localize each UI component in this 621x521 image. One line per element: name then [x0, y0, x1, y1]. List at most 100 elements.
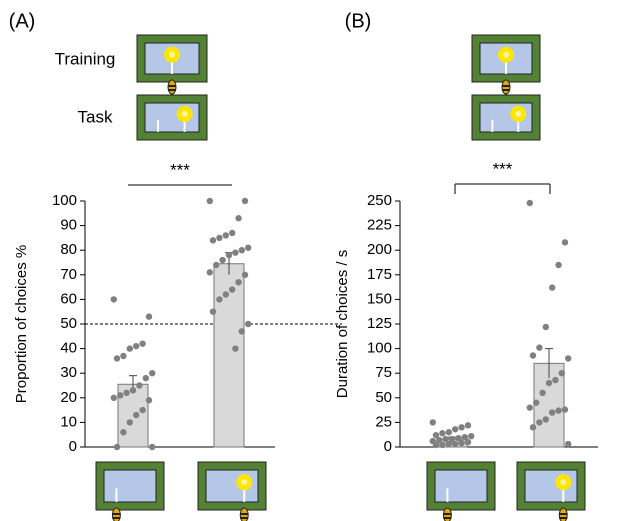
data-point: [209, 237, 217, 244]
y-tick-label: 20: [60, 389, 77, 406]
data-point: [123, 389, 130, 397]
data-point: [245, 244, 252, 251]
significance: ***: [493, 159, 513, 178]
panel-label: (A): [9, 10, 36, 32]
data-point: [545, 379, 553, 387]
data-point: [225, 251, 233, 259]
y-tick-label: 0: [384, 438, 392, 455]
y-tick-label: 0: [69, 438, 77, 455]
y-tick-label: 70: [60, 266, 77, 283]
data-point: [206, 269, 213, 276]
data-point: [219, 256, 226, 264]
data-point: [565, 440, 572, 448]
y-tick-label: 100: [52, 192, 77, 209]
y-tick-label: 40: [60, 340, 77, 357]
data-point: [117, 392, 124, 399]
data-point: [452, 440, 459, 448]
data-point: [565, 355, 572, 362]
data-point: [439, 441, 446, 449]
data-point: [145, 313, 153, 320]
y-tick-label: 90: [60, 217, 77, 234]
data-point: [561, 239, 569, 246]
data-point: [139, 406, 146, 414]
data-point: [129, 387, 137, 394]
y-tick-label: 50: [375, 389, 392, 406]
data-point: [552, 376, 559, 384]
data-point: [232, 345, 239, 352]
data-point: [529, 352, 537, 359]
data-point: [229, 229, 236, 237]
data-point: [468, 432, 475, 440]
data-point: [533, 399, 540, 406]
y-tick-label: 150: [367, 290, 392, 307]
data-point: [136, 382, 143, 389]
data-point: [542, 416, 549, 423]
data-point: [452, 426, 459, 433]
data-point: [120, 352, 127, 360]
y-tick-label: 125: [367, 315, 392, 332]
flower-center: [241, 479, 248, 486]
flower-center: [515, 110, 522, 117]
data-point: [110, 394, 118, 401]
data-point: [445, 429, 452, 436]
data-point: [439, 430, 446, 437]
data-point: [432, 441, 440, 449]
data-point: [222, 291, 229, 298]
flower-center: [181, 110, 188, 117]
data-point: [213, 261, 220, 269]
data-point: [216, 296, 223, 303]
y-tick-label: 200: [367, 241, 392, 258]
flower-center: [169, 51, 175, 58]
data-point: [126, 419, 133, 426]
data-point: [458, 439, 465, 447]
panel-label: (B): [345, 10, 372, 32]
flower-center: [560, 479, 567, 486]
arena-screen: [434, 469, 488, 503]
data-point: [241, 197, 249, 205]
data-point: [113, 355, 121, 362]
data-point: [238, 328, 245, 335]
y-tick-label: 175: [367, 266, 392, 283]
y-tick-label: 75: [375, 364, 392, 381]
data-point: [558, 370, 565, 377]
data-point: [555, 261, 562, 269]
y-tick-label: 250: [367, 192, 392, 209]
data-point: [113, 443, 121, 451]
data-point: [442, 435, 449, 443]
y-tick-label: 100: [367, 340, 392, 357]
data-point: [461, 433, 468, 441]
y-tick-label: 60: [60, 290, 77, 307]
data-point: [432, 431, 440, 439]
y-axis-label: Proportion of choices %: [13, 245, 30, 403]
data-point: [139, 340, 146, 347]
data-point: [209, 308, 217, 315]
data-point: [216, 234, 223, 242]
data-point: [126, 345, 133, 352]
data-point: [241, 271, 249, 278]
data-point: [526, 404, 533, 411]
data-point: [120, 429, 127, 436]
data-point: [149, 443, 156, 451]
data-point: [238, 247, 245, 254]
y-tick-label: 50: [60, 315, 77, 332]
data-point: [536, 344, 543, 351]
data-point: [542, 323, 549, 331]
bar: [213, 263, 245, 448]
flower-center: [503, 51, 509, 58]
data-point: [436, 436, 443, 444]
data-point: [235, 215, 242, 222]
arena-screen: [103, 469, 157, 503]
row-label: Training: [55, 49, 116, 68]
data-point: [464, 422, 472, 429]
data-point: [133, 411, 140, 419]
data-point: [445, 440, 452, 448]
data-point: [206, 197, 213, 205]
data-point: [529, 424, 537, 431]
data-point: [539, 389, 546, 397]
data-point: [561, 406, 569, 413]
data-point: [229, 286, 236, 293]
data-point: [536, 419, 543, 426]
y-tick-label: 25: [375, 413, 392, 430]
data-point: [549, 284, 556, 291]
